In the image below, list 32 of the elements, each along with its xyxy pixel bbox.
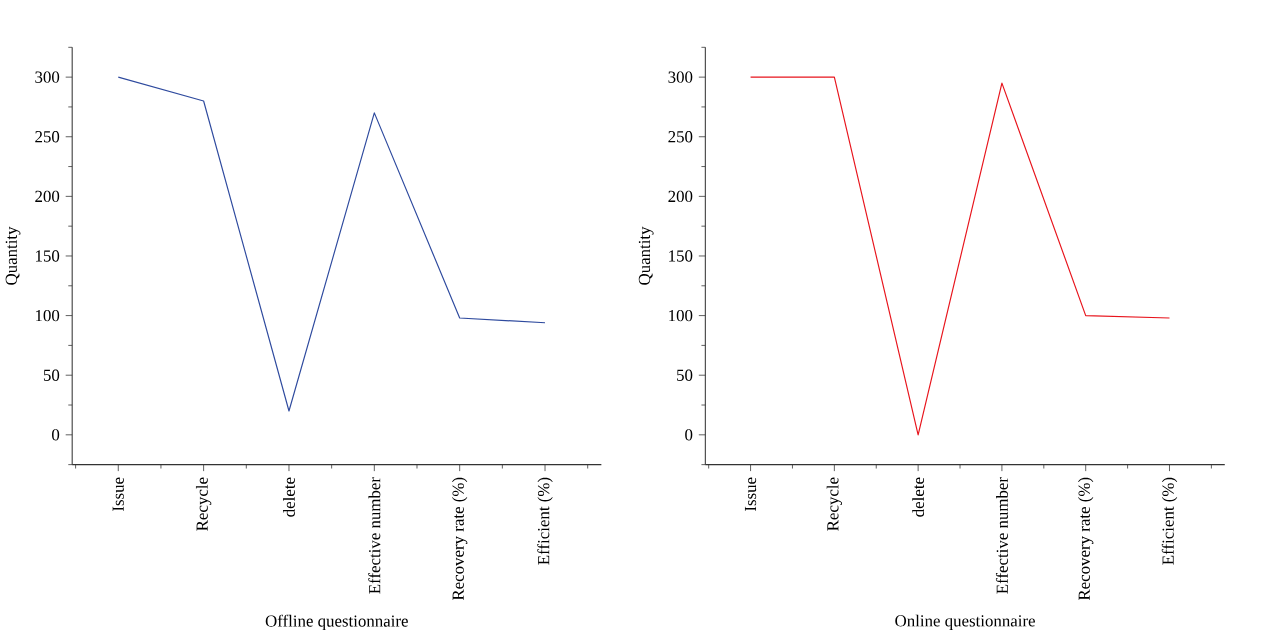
y-tick-label: 200 — [668, 190, 693, 202]
x-tick-label: delete — [912, 477, 925, 517]
line-series — [117, 76, 546, 412]
y-tick-label: 150 — [36, 250, 60, 262]
y-tick-label: 0 — [52, 429, 60, 441]
y-tick-label: 200 — [35, 190, 60, 202]
y-tick-label: 100 — [36, 309, 60, 322]
y-tick-label: 100 — [669, 309, 693, 322]
x-tick-label: delete — [283, 477, 295, 517]
x-tick-label: Recycle — [826, 477, 843, 531]
x-tick-label: Effective number — [368, 477, 381, 594]
y-tick-label: 0 — [685, 429, 693, 441]
x-axis-title: Online questionnaire — [895, 614, 1035, 630]
x-tick-label: Recovery rate (%) — [1078, 477, 1094, 600]
x-tick-label: Effective number — [995, 477, 1008, 594]
y-tick-label: 300 — [668, 71, 693, 83]
y-tick-label: 50 — [677, 369, 693, 381]
x-tick-label: Recycle — [195, 477, 212, 531]
x-tick-label: Efficient (%) — [1161, 477, 1178, 565]
y-tick-label: 250 — [35, 130, 60, 143]
x-tick-label: Issue — [112, 477, 124, 511]
x-tick-label: Efficient (%) — [537, 477, 553, 565]
y-tick-label: 150 — [669, 250, 693, 262]
y-axis-title: Quantity — [5, 226, 21, 285]
y-tick-label: 250 — [668, 130, 693, 143]
x-axis-title: Offline questionnaire — [265, 614, 408, 631]
y-tick-label: 300 — [35, 71, 60, 83]
y-axis-title: Quantity — [638, 226, 654, 285]
x-tick-label: Issue — [744, 477, 757, 511]
y-tick-label: 50 — [43, 369, 60, 381]
line-series — [749, 76, 1171, 436]
x-tick-label: Recovery rate (%) — [452, 477, 468, 600]
